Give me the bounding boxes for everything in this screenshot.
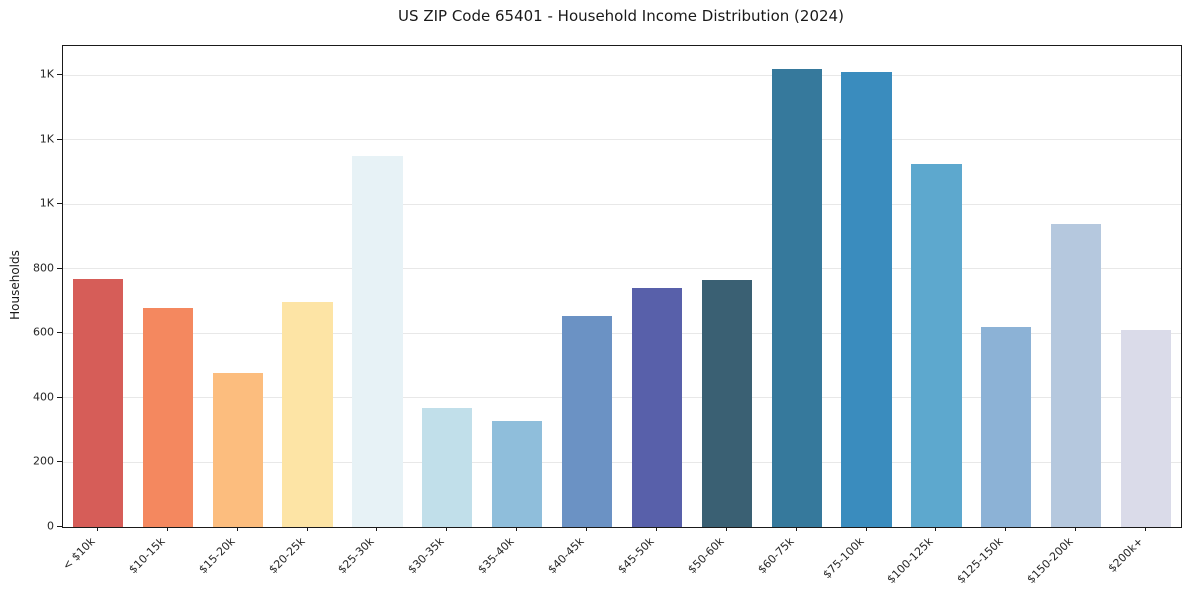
- x-tick-mark: [935, 527, 937, 531]
- gridline: [63, 74, 1181, 76]
- y-tick-label: 600: [33, 325, 54, 339]
- x-tick-mark: [865, 527, 867, 531]
- y-tick-label: 800: [33, 261, 54, 275]
- bar-30-35k: [422, 408, 473, 527]
- x-tick-mark: [586, 527, 588, 531]
- x-tick-mark: [1005, 527, 1007, 531]
- bar-60-75k: [771, 68, 822, 527]
- x-tick-mark: [655, 527, 657, 531]
- chart-title: US ZIP Code 65401 - Household Income Dis…: [398, 7, 844, 25]
- bar-150-200k: [1051, 223, 1102, 527]
- x-tick-mark: [1145, 527, 1147, 531]
- bar-45-50k: [631, 288, 683, 527]
- y-tick-mark: [57, 461, 62, 463]
- y-tick-label: 200: [33, 454, 54, 468]
- bar-35-40k: [492, 420, 543, 527]
- x-tick-mark: [376, 527, 378, 531]
- x-tick-mark: [1075, 527, 1077, 531]
- gridline: [63, 332, 1181, 334]
- bar-200k: [1120, 330, 1172, 527]
- y-tick-mark: [57, 526, 62, 527]
- y-tick-mark: [57, 332, 62, 334]
- y-axis-label: Households: [8, 250, 22, 320]
- x-tick-mark: [446, 527, 448, 531]
- y-tick-label: 1K: [39, 132, 54, 146]
- x-tick-mark: [516, 527, 518, 531]
- gridline: [63, 397, 1181, 399]
- gridline: [63, 461, 1181, 463]
- bar-15-20k: [212, 372, 263, 527]
- bar-75-100k: [841, 72, 892, 527]
- x-tick-mark: [236, 527, 238, 531]
- bar-125-150k: [981, 327, 1032, 527]
- gridline: [63, 139, 1181, 141]
- bar-25-30k: [352, 156, 403, 527]
- y-tick-label: 1K: [39, 196, 54, 210]
- bar-10-15k: [142, 307, 193, 527]
- bar-40-45k: [561, 315, 613, 527]
- x-tick-mark: [725, 527, 727, 531]
- bar-10k: [72, 278, 124, 527]
- x-tick-mark: [795, 527, 797, 531]
- bar-100-125k: [911, 164, 962, 527]
- plot-area: [62, 45, 1182, 528]
- bar-50-60k: [701, 280, 752, 527]
- x-tick-mark: [96, 527, 98, 531]
- x-tick-mark: [166, 527, 168, 531]
- bar-20-25k: [282, 301, 333, 527]
- y-tick-label: 400: [33, 390, 54, 404]
- gridline: [63, 268, 1181, 270]
- y-tick-mark: [57, 203, 62, 205]
- x-tick-label: < $10k: [59, 534, 98, 573]
- y-tick-label: 1K: [39, 67, 54, 81]
- y-tick-mark: [57, 267, 62, 269]
- y-tick-mark: [57, 74, 62, 76]
- y-tick-mark: [57, 138, 62, 140]
- x-tick-mark: [306, 527, 308, 531]
- gridline: [63, 203, 1181, 205]
- y-tick-label: 0: [47, 519, 54, 533]
- y-tick-mark: [57, 396, 62, 398]
